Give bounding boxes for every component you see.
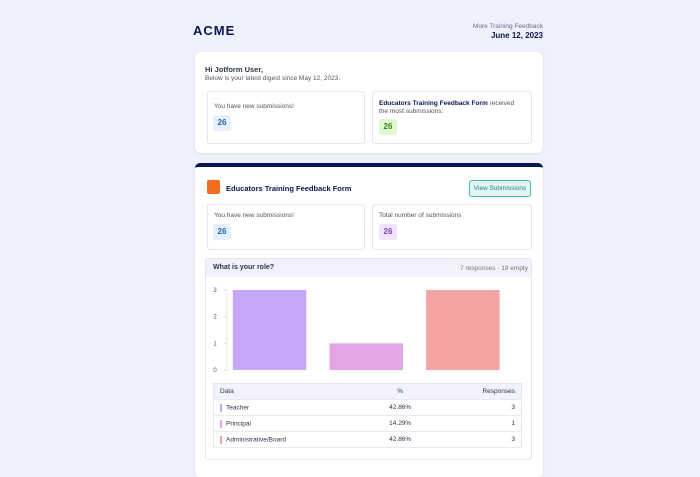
stat-badge: 26 — [213, 115, 231, 131]
color-marker — [220, 419, 222, 428]
table-header-cell: Responses — [433, 383, 522, 400]
view-submissions-button[interactable]: View Submissions — [469, 180, 531, 197]
table-cell: 42.86% — [366, 431, 434, 448]
table-header-cell: Data — [213, 383, 367, 400]
form-name: Educators Training Feedback Form — [379, 100, 488, 107]
table-row: Administrative/Board 42.86% 3 — [213, 431, 522, 448]
cell-text: 3 — [511, 436, 515, 443]
header-date: June 12, 2023 — [490, 31, 543, 40]
question-header — [206, 259, 531, 277]
table-header: Data% Responses — [213, 383, 522, 400]
table-cell: Administrative/Board — [213, 431, 367, 448]
stat-label: You have new submissions! — [214, 212, 294, 219]
y-tick-label: 0 — [213, 368, 217, 374]
stat-box — [372, 204, 532, 250]
digest-subtitle: Below is your latest digest since May 12… — [205, 75, 341, 82]
color-marker — [220, 403, 222, 412]
question-title: What is your role? — [213, 264, 275, 271]
bar — [232, 290, 307, 370]
y-tick-label: 2 — [213, 315, 217, 321]
cell-text: 3 — [511, 404, 515, 411]
color-marker — [220, 435, 222, 444]
table-row: Teacher 42.86% 3 — [213, 399, 522, 416]
form-title: Educators Training Feedback Form — [226, 184, 352, 193]
stat-badge: 26 — [379, 119, 397, 135]
stat-box — [372, 91, 532, 144]
data-table: Data% Responses Teacher 42.86% 3 Principal 14.… — [213, 383, 522, 448]
stat-box — [207, 204, 365, 250]
stat-label: Educators Training Feedback Form receive… — [379, 100, 524, 116]
header-link[interactable]: More Training Feedback — [472, 23, 543, 30]
stat-text: received the most submissions: — [379, 100, 515, 115]
table-cell: 1 — [433, 415, 522, 432]
logo: ACME — [193, 23, 236, 38]
stat-box — [207, 91, 365, 144]
stat-label: You have new submissions! — [214, 103, 294, 110]
bar — [426, 290, 500, 370]
table-cell: 3 — [433, 399, 522, 416]
cell-text: Principal — [226, 420, 251, 428]
cell-text: 1 — [511, 420, 515, 427]
table-cell: 14.29% — [366, 415, 434, 432]
cell-text: 14.29% — [389, 420, 412, 427]
bar — [329, 343, 403, 370]
y-tick-label: 3 — [213, 288, 217, 294]
table-cell: 3 — [433, 431, 522, 448]
form-icon — [207, 180, 220, 194]
question-meta: 7 responses · 19 empty — [460, 265, 528, 272]
stat-badge: 26 — [213, 224, 231, 240]
y-tick-label: 1 — [213, 341, 217, 347]
table-cell: Teacher — [213, 399, 367, 416]
table-cell: Principal — [213, 415, 367, 432]
stat-badge: 26 — [379, 224, 397, 240]
table-cell: 42.86% — [366, 399, 434, 416]
chart: 0 1 2 3 — [213, 288, 500, 374]
cell-text: 42.86% — [389, 404, 412, 411]
table-row: Principal 14.29% 1 — [213, 415, 522, 432]
page: ACME More Training Feedback June 12, 202… — [193, 23, 543, 477]
stat-label: Total number of submissions — [379, 212, 462, 219]
table-header-cell: % — [366, 383, 434, 400]
cell-text: Administrative/Board — [226, 436, 286, 444]
cell-text: 42.86% — [389, 436, 412, 443]
cell-text: Teacher — [226, 404, 250, 412]
greeting: Hi Jotform User, — [205, 65, 263, 74]
